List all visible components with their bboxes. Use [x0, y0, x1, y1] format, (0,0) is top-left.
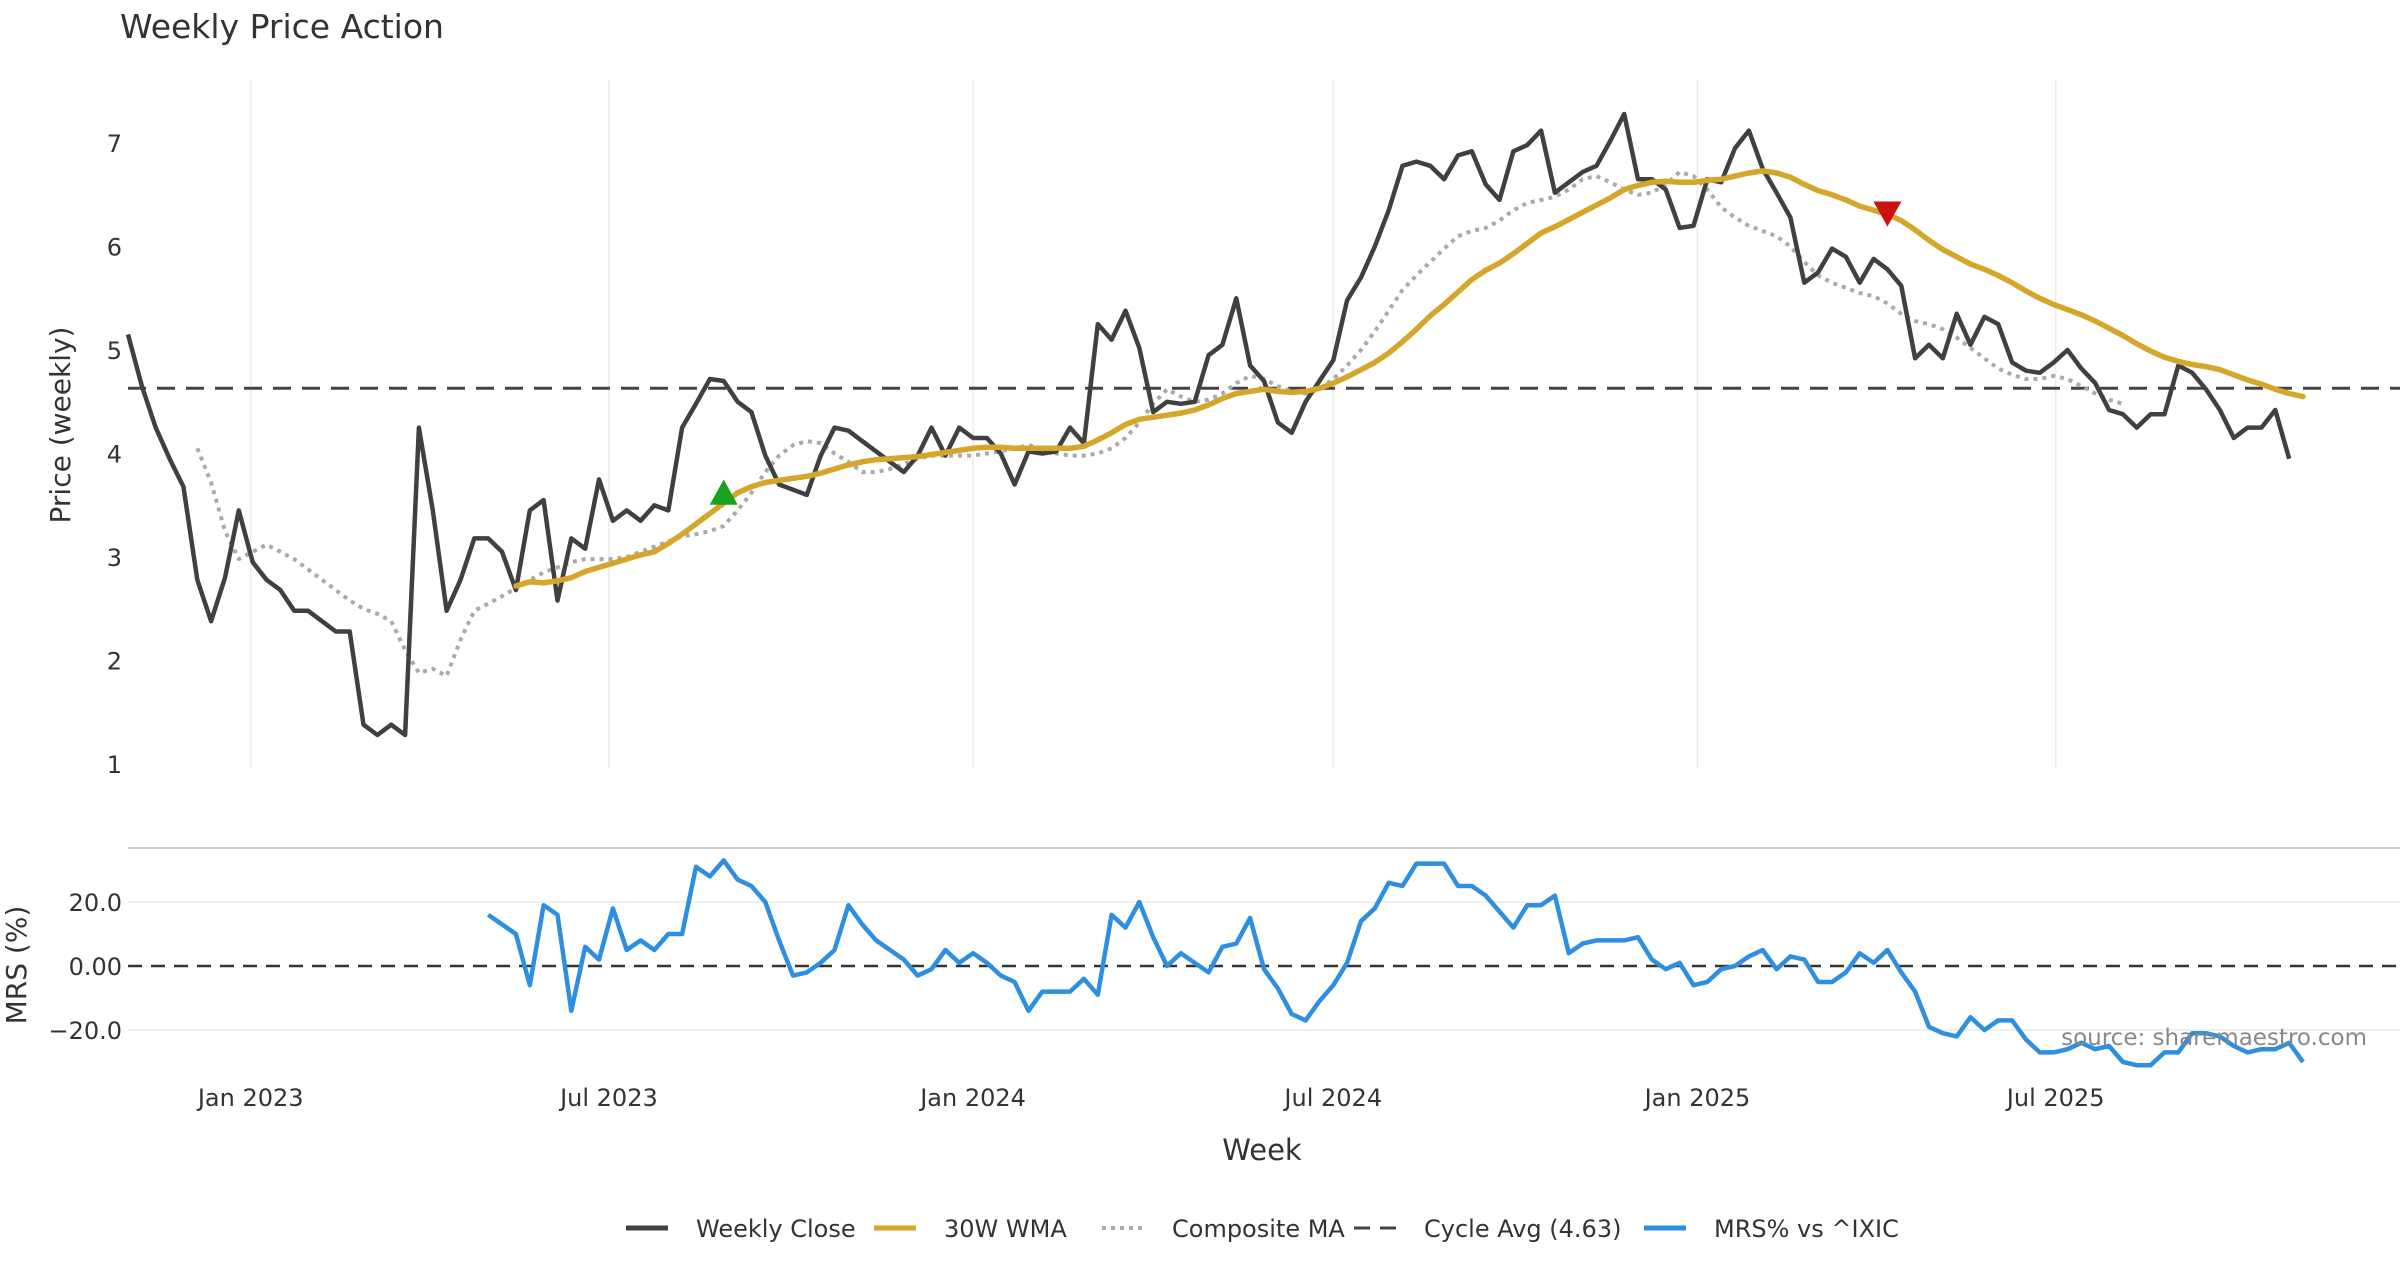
- buy-signal-marker: [709, 479, 738, 505]
- y-axis-label-mrs: MRS (%): [0, 906, 33, 1025]
- x-axis-label: Week: [1222, 1133, 1302, 1167]
- series-mrs-line: [486, 858, 2305, 1068]
- price-y-tick-label: 5: [107, 337, 122, 365]
- legend-item-composite: Composite MA: [1102, 1215, 1345, 1243]
- legend-label-mrs: MRS% vs ^IXIC: [1714, 1215, 1899, 1243]
- x-tick-label: Jan 2025: [1643, 1084, 1751, 1112]
- legend-item-mrs: MRS% vs ^IXIC: [1644, 1215, 1899, 1243]
- x-tick-label: Jan 2024: [918, 1084, 1026, 1112]
- legend-label-composite: Composite MA: [1172, 1215, 1345, 1243]
- legend-item-cycle-avg: Cycle Avg (4.63): [1354, 1215, 1621, 1243]
- legend-item-weekly-close: Weekly Close: [626, 1215, 856, 1243]
- legend-label-cycle-avg: Cycle Avg (4.63): [1424, 1215, 1621, 1243]
- price-y-tick-label: 4: [107, 441, 122, 469]
- source-note: source: sharemaestro.com: [2061, 1025, 2367, 1051]
- chart-title: Weekly Price Action: [120, 7, 444, 46]
- x-tick-label: Jan 2023: [196, 1084, 304, 1112]
- legend-label-weekly-close: Weekly Close: [696, 1215, 856, 1243]
- x-tick-label: Jul 2025: [2005, 1084, 2105, 1112]
- mrs-y-tick-label: 20.0: [69, 889, 122, 917]
- axis-layer: Jan 2023 Jul 2023 Jan 2024 Jul 2024 Jan 2025…: [48, 130, 2104, 1112]
- price-y-tick-label: 3: [107, 544, 122, 572]
- x-tick-label: Jul 2023: [558, 1084, 658, 1112]
- legend: Weekly Close 30W WMA Composite MA Cycle …: [626, 1215, 1899, 1243]
- series-layer: [125, 111, 2400, 1068]
- legend-label-wma: 30W WMA: [944, 1215, 1067, 1243]
- mrs-y-tick-label: −20.0: [48, 1017, 122, 1045]
- marker-layer: [709, 201, 1902, 505]
- mrs-y-tick-label: 0.00: [69, 953, 122, 981]
- x-tick-label: Jul 2024: [1282, 1084, 1382, 1112]
- series-weekly-close-line: [125, 111, 2292, 738]
- series-wma-line: [513, 168, 2306, 589]
- price-y-tick-label: 1: [107, 751, 122, 779]
- price-y-tick-label: 2: [107, 648, 122, 676]
- legend-item-wma: 30W WMA: [874, 1215, 1067, 1243]
- y-axis-label-price: Price (weekly): [44, 327, 77, 524]
- price-y-tick-label: 6: [107, 234, 122, 262]
- price-y-tick-label: 7: [107, 130, 122, 158]
- sell-signal-marker: [1873, 201, 1902, 227]
